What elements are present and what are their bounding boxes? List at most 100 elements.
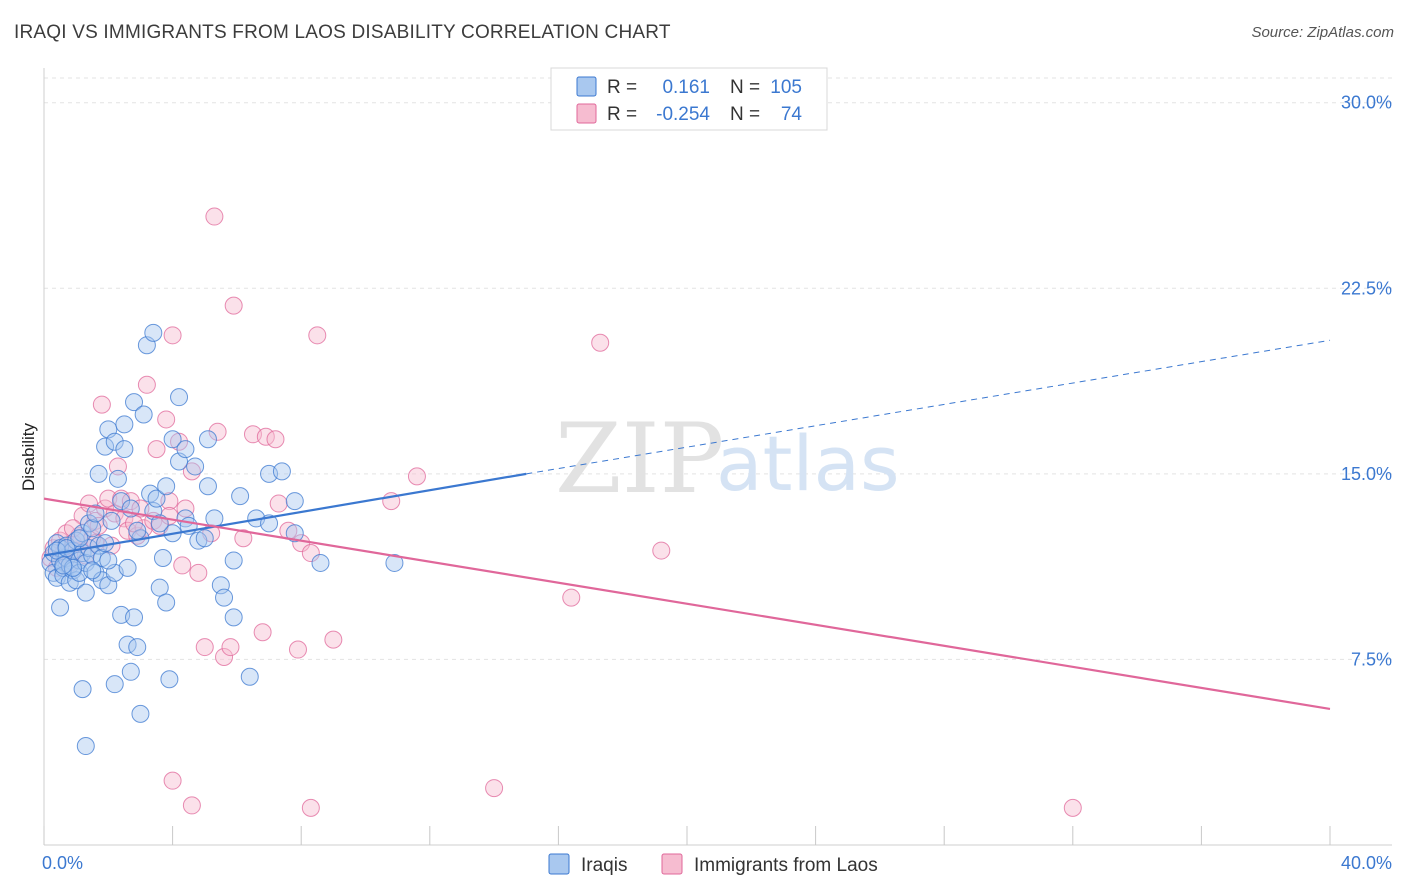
y-axis-label: Disability (19, 422, 38, 491)
iraqis-point-74 (195, 529, 214, 548)
legend-laos-swatch (576, 103, 597, 124)
iraqis-point-60 (150, 578, 169, 597)
bottom-legend-laos-swatch (661, 853, 683, 875)
laos-point-49 (253, 623, 272, 642)
y-tick-labels: 7.5% 15.0% 22.5% 30.0% (1341, 93, 1392, 670)
iraqis-point-88 (311, 553, 330, 572)
iraqis-point-40 (108, 469, 127, 488)
laos-point-31 (147, 440, 166, 459)
iraqis-point-90 (76, 737, 95, 756)
laos-point-65 (163, 771, 182, 790)
laos-point-55 (301, 544, 320, 563)
iraqis-point-28 (86, 504, 105, 523)
x-tick-label-min: 0.0% (42, 853, 83, 873)
laos-point-59 (407, 467, 426, 486)
iraqis-point-50 (125, 393, 144, 412)
iraqis-point-59 (147, 489, 166, 508)
laos-point-67 (301, 798, 320, 817)
grid-lines (44, 77, 1392, 660)
laos-point-33 (157, 410, 176, 429)
iraqis-point-20 (73, 524, 92, 543)
iraqis-point-27 (86, 563, 105, 582)
iraqis-point-86 (272, 462, 291, 481)
legend-laos-n-label: N = (730, 104, 760, 125)
chart-source: Source: ZipAtlas.com (1251, 24, 1394, 41)
iraqis-point-98 (70, 529, 89, 548)
laos-point-21 (108, 457, 127, 476)
bottom-legend-laos-label: Immigrants from Laos (694, 855, 878, 876)
y-tick-label-1: 15.0% (1341, 464, 1392, 484)
laos-point-45 (221, 638, 240, 657)
laos-point-39 (182, 462, 201, 481)
legend-iraqis-n-label: N = (730, 77, 760, 98)
y-tick-label-2: 22.5% (1341, 278, 1392, 298)
legend-laos-n-value: 74 (781, 104, 803, 125)
y-tick-label-0: 7.5% (1351, 649, 1392, 669)
iraqis-point-61 (153, 548, 172, 567)
iraqis-point-58 (144, 323, 163, 342)
iraqis-point-41 (112, 492, 131, 511)
iraqis-point-62 (157, 593, 176, 612)
iraqis-point-46 (118, 558, 137, 577)
bottom-legend-iraqis-swatch (548, 853, 570, 875)
laos-point-57 (324, 630, 343, 649)
laos-point-68 (1063, 798, 1082, 817)
laos-trend-line (43, 497, 1331, 711)
legend-laos-r-value: -0.254 (656, 104, 710, 125)
iraqis-point-101 (285, 524, 304, 543)
iraqis-point-66 (163, 430, 182, 449)
iraqis-point-29 (89, 464, 108, 483)
iraqis-point-21 (76, 583, 95, 602)
laos-point-73 (288, 640, 307, 659)
watermark-zip: ZIP (555, 403, 724, 515)
laos-point-35 (163, 326, 182, 345)
laos-point-44 (215, 647, 234, 666)
iraqis-point-39 (105, 432, 124, 451)
iraqis-point-51 (128, 638, 147, 657)
laos-point-40 (189, 563, 208, 582)
iraqis-point-44 (115, 440, 134, 459)
iraqis-point-81 (224, 551, 243, 570)
iraqis-point-23 (80, 514, 99, 533)
laos-point-37 (173, 556, 192, 575)
trend-lines (43, 339, 1331, 711)
laos-point-41 (195, 638, 214, 657)
watermark-atlas: atlas (716, 419, 900, 508)
laos-point-61 (562, 588, 581, 607)
iraqis-point-102 (385, 553, 404, 572)
iraqis-point-92 (51, 598, 70, 617)
laos-point-66 (182, 796, 201, 815)
iraqis-point-43 (115, 415, 134, 434)
iraqis-point-103 (128, 521, 147, 540)
iraqis-trend-extension (526, 339, 1331, 475)
laos-point-51 (266, 430, 285, 449)
iraqis-point-68 (170, 388, 189, 407)
iraqis-point-80 (224, 608, 243, 627)
laos-point-16 (92, 395, 111, 414)
legend-iraqis-r-value: 0.161 (662, 77, 710, 98)
laos-point-47 (234, 529, 253, 548)
laos-point-64 (205, 207, 224, 226)
iraqis-point-99 (54, 556, 73, 575)
iraqis-point-94 (83, 561, 102, 580)
laos-point-56 (308, 326, 327, 345)
iraqis-point-75 (198, 477, 217, 496)
iraqis-point-47 (121, 662, 140, 681)
iraqis-point-89 (73, 680, 92, 699)
laos-point-62 (591, 333, 610, 352)
laos-point-60 (485, 779, 504, 798)
chart-title: IRAQI VS IMMIGRANTS FROM LAOS DISABILITY… (14, 22, 671, 43)
iraqis-point-70 (176, 440, 195, 459)
x-tick-label-max: 40.0% (1341, 853, 1392, 873)
legend-iraqis-swatch (576, 76, 597, 97)
iraqis-point-63 (157, 477, 176, 496)
laos-point-63 (652, 541, 671, 560)
y-tick-label-3: 30.0% (1341, 93, 1392, 113)
iraqis-point-95 (99, 551, 118, 570)
iraqis-point-26 (83, 519, 102, 538)
iraqis-point-72 (186, 457, 205, 476)
laos-point-29 (137, 375, 156, 394)
iraqis-point-83 (240, 667, 259, 686)
iraqis-point-53 (131, 704, 150, 723)
